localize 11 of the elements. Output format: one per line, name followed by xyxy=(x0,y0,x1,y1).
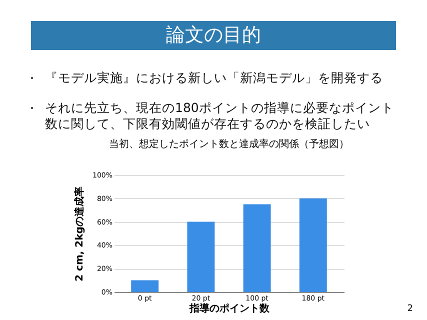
chart-title: 当初、想定したポイント数と達成率の関係（予想図） xyxy=(109,138,349,150)
bar xyxy=(131,280,159,292)
y-axis-title: 2 cm, 2kgの達成率 xyxy=(73,186,86,282)
text: それに先立ち、現在の180ポイントの指導に必要なポイント数に関して、下限有効閾値が存在するのかを検証したい xyxy=(44,100,395,132)
x-axis-title: 指導のポイント数 xyxy=(188,302,270,314)
bar xyxy=(243,204,271,292)
bar xyxy=(187,222,215,292)
text: 2 xyxy=(407,304,413,314)
text: 『モデル実施』における新しい「新潟モデル」を開発する xyxy=(44,70,384,86)
bar xyxy=(299,198,327,292)
text: 論文の目的 xyxy=(31,21,396,50)
